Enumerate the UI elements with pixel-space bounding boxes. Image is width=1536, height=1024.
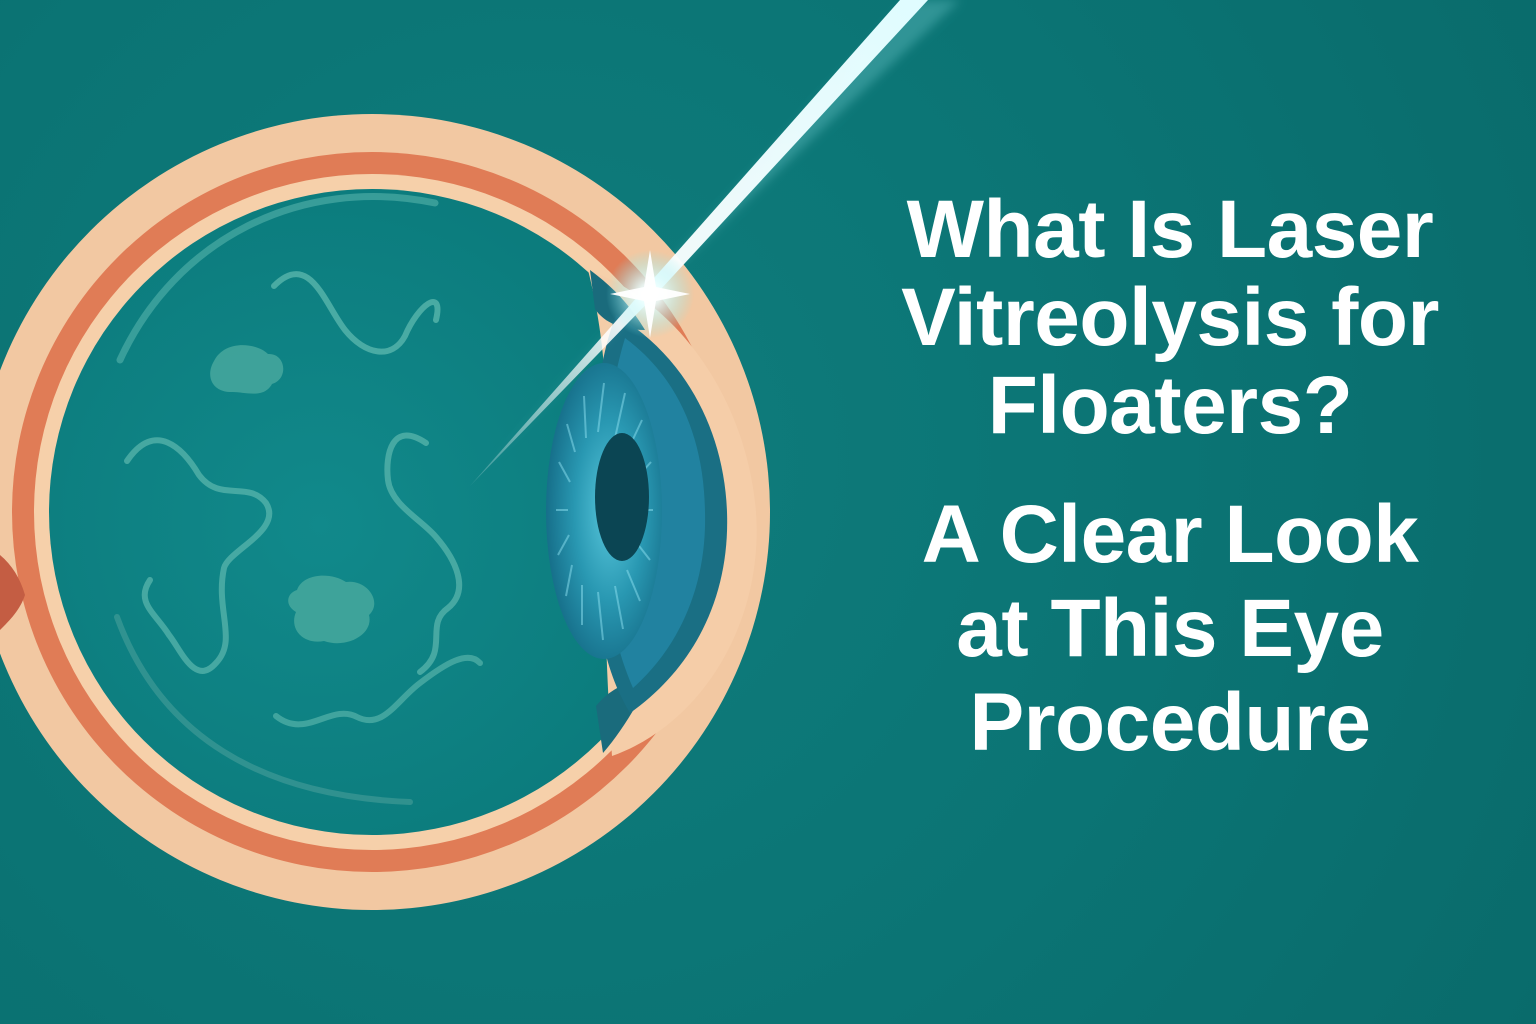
floater-strand xyxy=(271,271,441,355)
pupil xyxy=(595,433,649,561)
subtitle-line-2: at This Eye xyxy=(956,583,1384,674)
subtitle-line-3: Procedure xyxy=(969,677,1371,768)
vitreous-chamber xyxy=(49,189,695,835)
headline-block: What Is Laser Vitreolysis for Floaters? … xyxy=(860,186,1480,770)
laser-core xyxy=(470,0,928,486)
floater-clump xyxy=(210,345,284,394)
page-title: What Is Laser Vitreolysis for Floaters? xyxy=(860,186,1480,450)
laser-starburst xyxy=(610,250,690,338)
page-subtitle: A Clear Look at This Eye Procedure xyxy=(860,488,1480,770)
inner-shadow-arc xyxy=(114,614,413,805)
floater-strand xyxy=(273,654,483,728)
inner-highlight-arc xyxy=(116,193,439,364)
title-line-1: What Is Laser xyxy=(906,184,1434,275)
title-line-3: Floaters? xyxy=(987,360,1353,451)
floater-clump xyxy=(288,575,375,644)
vitreous-floaters xyxy=(124,271,483,728)
floater-strand xyxy=(124,437,272,674)
floater-strand xyxy=(384,432,463,675)
title-line-2: Vitreolysis for xyxy=(901,272,1439,363)
laser-beam xyxy=(470,0,960,486)
subtitle-line-1: A Clear Look xyxy=(921,489,1419,580)
anterior-eye-structure xyxy=(546,270,757,756)
optic-disc-notch xyxy=(0,555,25,630)
